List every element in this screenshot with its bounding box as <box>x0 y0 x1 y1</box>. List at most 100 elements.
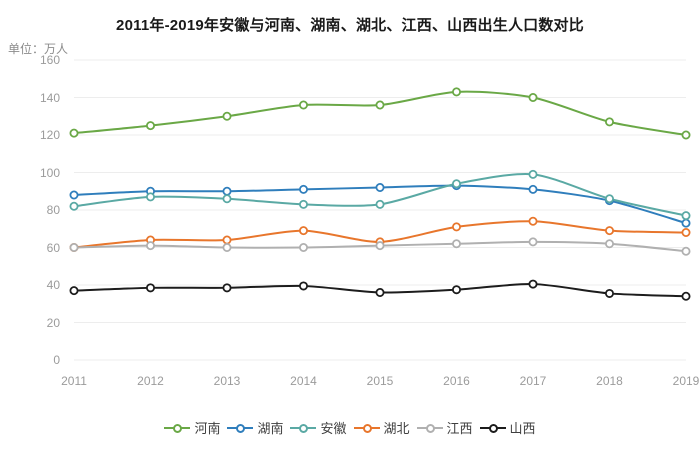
x-axis-tick-label: 2018 <box>596 374 623 388</box>
plot-area: 160 140 120 100 80 60 40 20 0 2011 2012 2013 2014 201… <box>39 53 700 388</box>
data-point[interactable] <box>681 130 691 140</box>
data-point[interactable] <box>528 184 538 194</box>
y-axis-tick-label: 100 <box>39 165 60 180</box>
data-point[interactable] <box>222 186 232 196</box>
series-line <box>73 173 687 217</box>
data-point[interactable] <box>222 194 232 204</box>
y-axis-tick-label: 20 <box>46 315 60 330</box>
series-line <box>73 90 687 136</box>
data-point[interactable] <box>298 226 308 236</box>
legend-item-label: 湖北 <box>383 421 410 436</box>
y-axis-tick-label: 160 <box>39 53 60 67</box>
legend-item-山西[interactable]: 山西 <box>479 418 536 437</box>
circle-open-icon <box>236 423 246 433</box>
series-河南 <box>73 90 687 136</box>
data-point[interactable] <box>298 281 308 291</box>
data-point[interactable] <box>605 288 615 298</box>
data-point[interactable] <box>451 179 461 189</box>
data-point[interactable] <box>375 100 385 110</box>
data-point[interactable] <box>451 285 461 295</box>
x-axis-tick-label: 2017 <box>519 374 547 388</box>
data-point[interactable] <box>222 235 232 245</box>
data-point[interactable] <box>298 184 308 194</box>
data-point[interactable] <box>222 242 232 252</box>
data-point[interactable] <box>681 218 691 228</box>
legend-item-label: 江西 <box>446 421 473 436</box>
y-axis-tick-label: 140 <box>39 90 60 105</box>
x-axis-tick-label: 2016 <box>443 374 470 388</box>
data-point[interactable] <box>451 87 461 97</box>
data-point[interactable] <box>681 246 691 256</box>
data-point[interactable] <box>605 239 615 249</box>
chart-legend: 河南 湖南 安徽 湖北 江西 山西 <box>0 418 700 437</box>
legend-item-label: 河南 <box>194 421 221 436</box>
line-chart-svg <box>69 59 691 361</box>
legend-item-江西[interactable]: 江西 <box>416 418 473 437</box>
x-axis-tick-label: 2015 <box>366 374 394 388</box>
data-point[interactable] <box>451 239 461 249</box>
data-point[interactable] <box>375 287 385 297</box>
legend-marker-icon <box>479 422 506 434</box>
data-point[interactable] <box>145 121 155 131</box>
data-point[interactable] <box>69 190 79 200</box>
legend-marker-icon <box>353 422 380 434</box>
circle-open-icon <box>488 423 498 433</box>
legend-item-湖南[interactable]: 湖南 <box>227 418 283 437</box>
data-point[interactable] <box>528 93 538 103</box>
data-point[interactable] <box>298 242 308 252</box>
circle-open-icon <box>362 423 372 433</box>
data-point[interactable] <box>69 286 79 296</box>
legend-item-label: 湖南 <box>257 421 284 436</box>
series-安徽 <box>73 173 687 217</box>
data-point[interactable] <box>681 227 691 237</box>
data-point[interactable] <box>451 222 461 232</box>
data-point[interactable] <box>528 279 538 289</box>
legend-marker-icon <box>416 422 443 434</box>
y-axis-tick-label: 0 <box>53 353 60 367</box>
data-point[interactable] <box>298 199 308 209</box>
legend-marker-icon <box>164 422 191 434</box>
data-point[interactable] <box>681 211 691 221</box>
chart-unit-label: 单位：万人 <box>8 42 69 56</box>
legend-item-安徽[interactable]: 安徽 <box>290 418 347 437</box>
data-point[interactable] <box>145 192 155 202</box>
x-axis-tick-label: 2013 <box>213 374 241 388</box>
circle-open-icon <box>425 423 435 433</box>
data-point[interactable] <box>528 216 538 226</box>
chart-title: 2011年-2019年安徽与河南、湖南、湖北、江西、山西出生人口数对比 <box>116 17 584 34</box>
x-axis-tick-label: 2014 <box>290 374 317 388</box>
data-point[interactable] <box>375 241 385 251</box>
data-point[interactable] <box>298 100 308 110</box>
data-point[interactable] <box>145 241 155 251</box>
data-point[interactable] <box>222 111 232 121</box>
data-point[interactable] <box>145 283 155 293</box>
y-axis-tick-label: 60 <box>46 240 60 255</box>
data-point[interactable] <box>222 283 232 293</box>
legend-item-湖北[interactable]: 湖北 <box>353 418 410 437</box>
data-point[interactable] <box>605 117 615 127</box>
y-axis-tick-label: 120 <box>39 128 60 142</box>
x-axis-tick-label: 2012 <box>137 374 164 388</box>
data-point[interactable] <box>69 242 79 252</box>
marker-layer <box>69 87 691 301</box>
data-point[interactable] <box>605 226 615 236</box>
legend-item-label: 安徽 <box>320 421 347 436</box>
data-point[interactable] <box>69 128 79 138</box>
y-axis-tick-label: 80 <box>46 203 60 217</box>
data-point[interactable] <box>69 201 79 211</box>
legend-item-河南[interactable]: 河南 <box>164 418 220 437</box>
legend-item-label: 山西 <box>509 421 536 436</box>
data-point[interactable] <box>375 199 385 209</box>
data-point[interactable] <box>528 237 538 247</box>
data-point[interactable] <box>375 182 385 192</box>
circle-open-icon <box>173 423 183 433</box>
data-point[interactable] <box>605 194 615 204</box>
data-point[interactable] <box>528 169 538 179</box>
data-point[interactable] <box>681 291 691 301</box>
x-axis-tick-label: 2019 <box>672 374 700 388</box>
y-axis-tick-label: 40 <box>46 278 60 292</box>
legend-marker-icon <box>227 422 254 434</box>
x-axis-tick-label: 2011 <box>61 374 87 388</box>
legend-marker-icon <box>290 422 317 434</box>
